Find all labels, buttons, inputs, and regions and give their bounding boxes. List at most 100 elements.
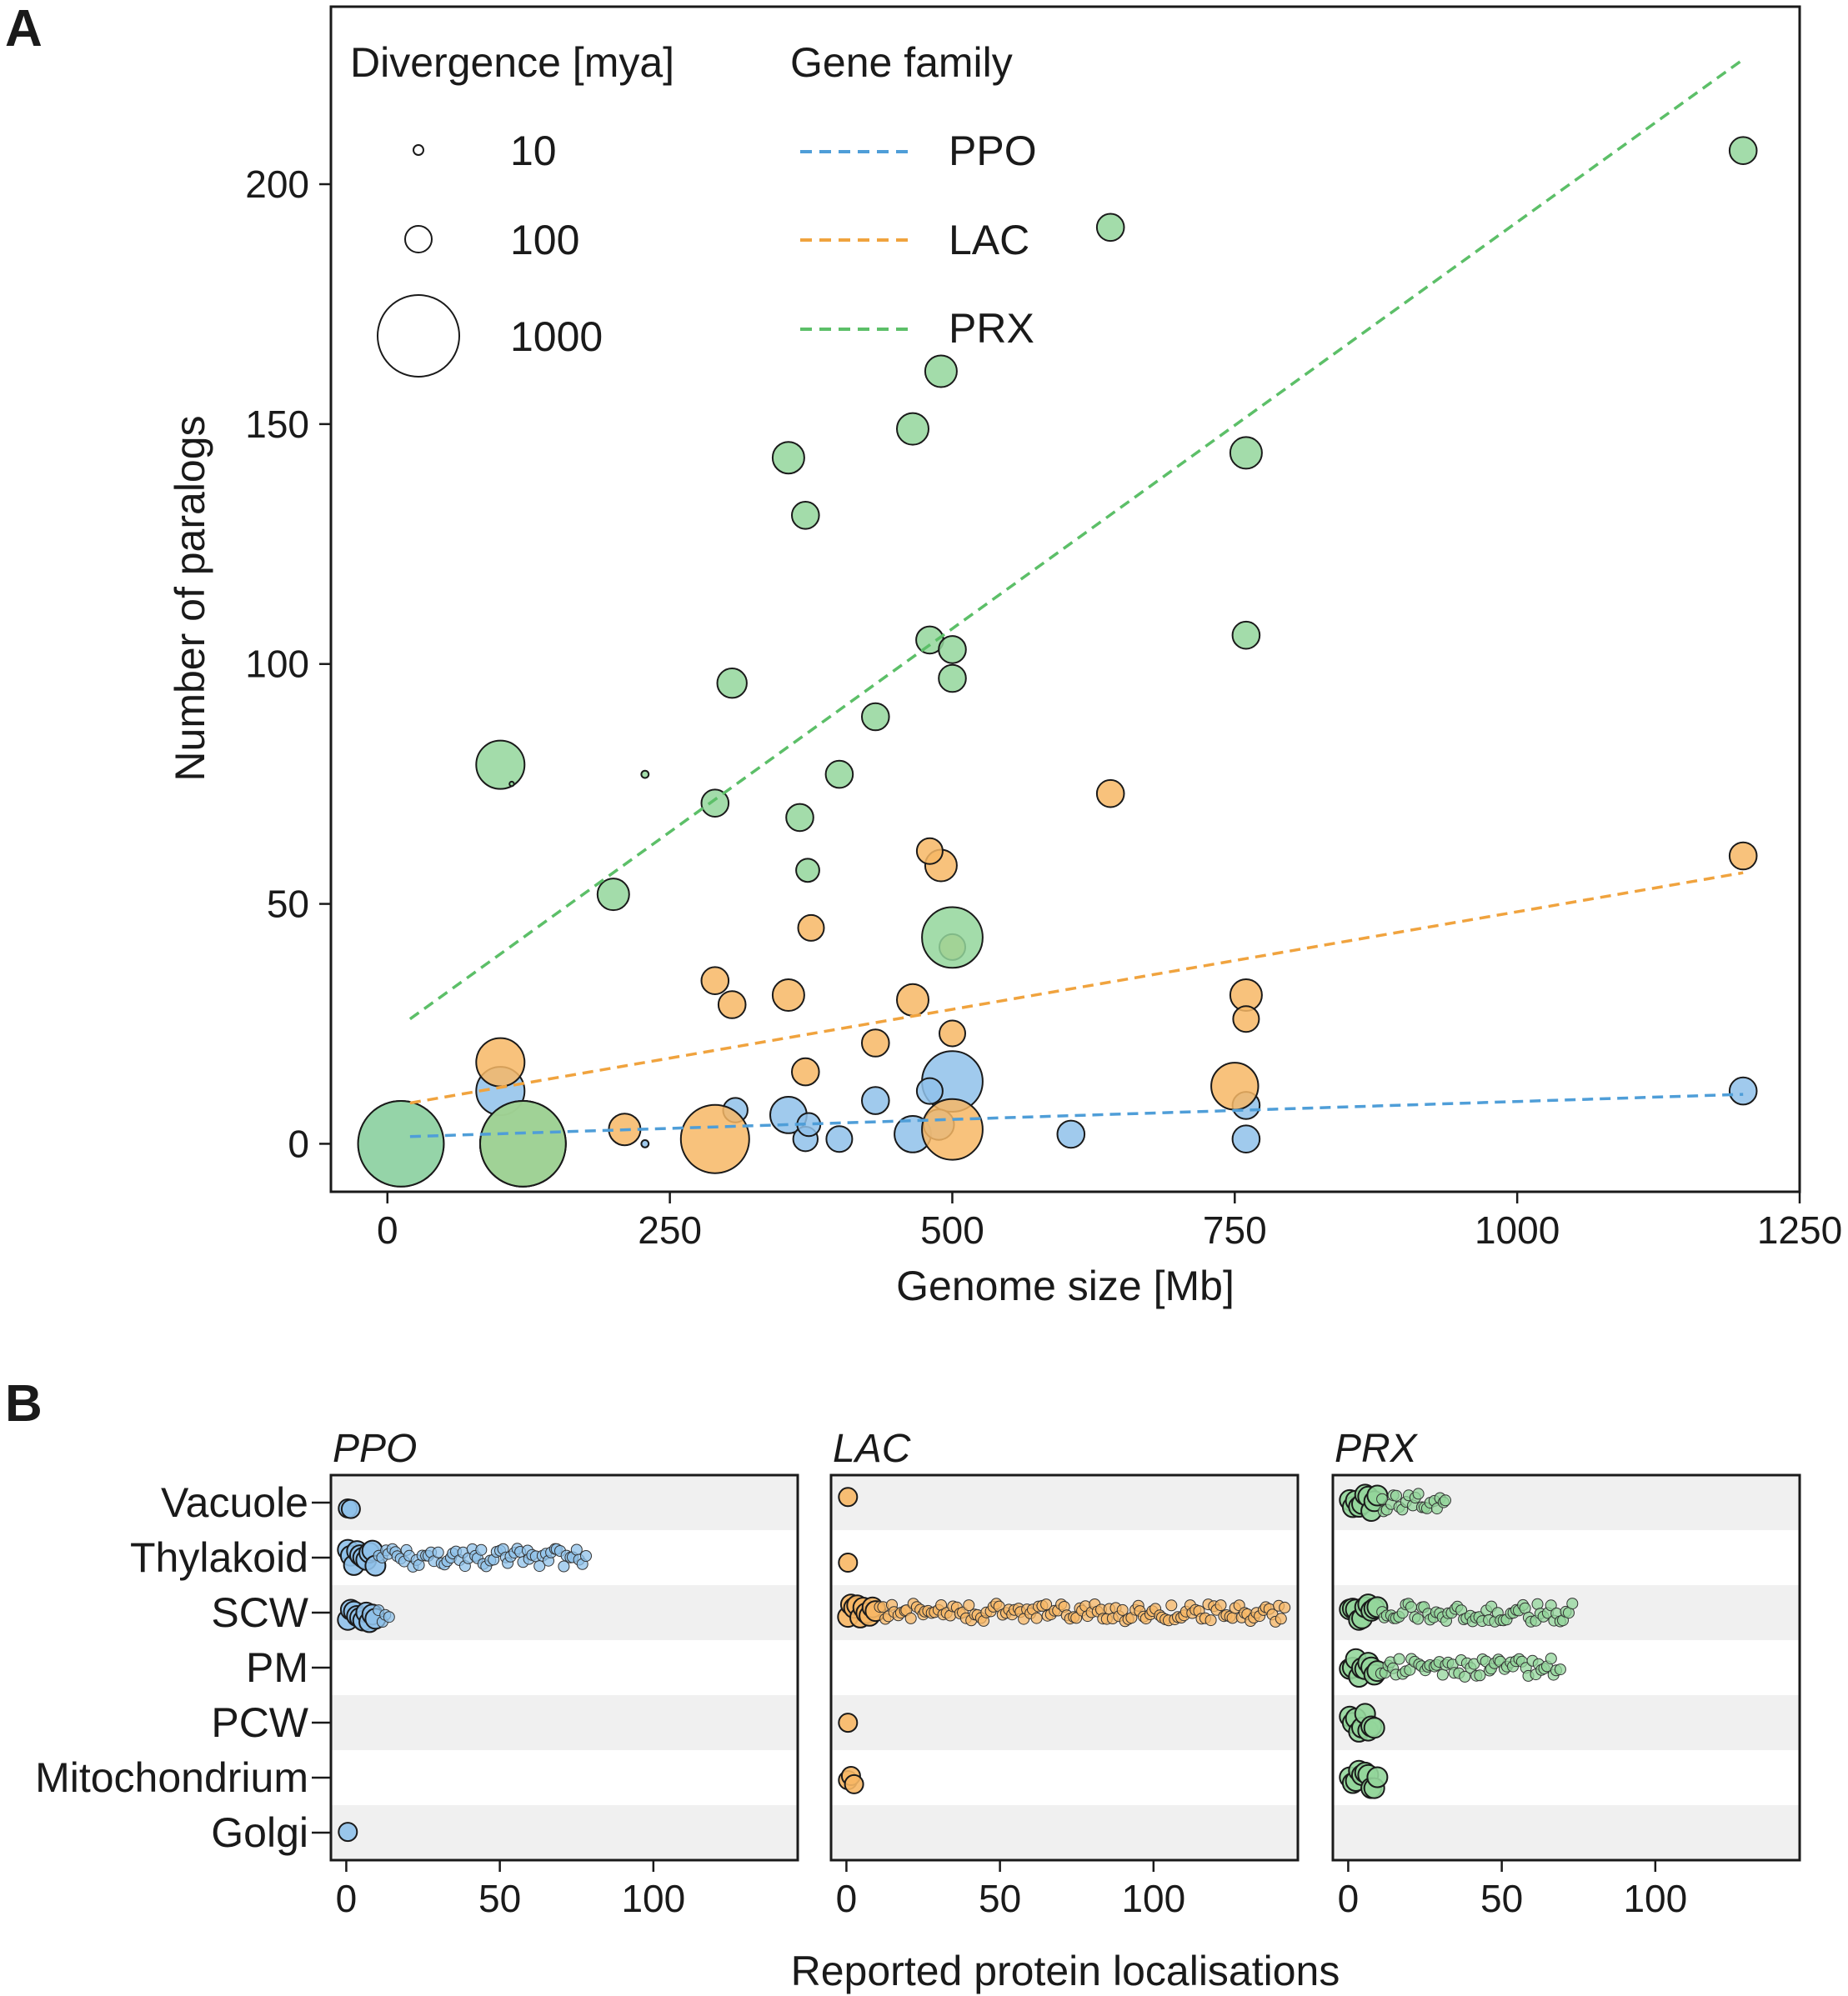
facet-lac: LAC 0 50 100 [829,1427,1300,1920]
prx-point [795,858,820,883]
lac-point [896,983,929,1017]
category-label: PM [246,1644,308,1691]
facet-title: PPO [333,1427,417,1471]
x-tick-label: 1250 [1757,1208,1842,1252]
prx-point [1728,136,1758,165]
x-axis-ticks: 0 250 500 750 1000 1250 [377,1192,1842,1252]
ppo-point [825,1125,854,1153]
x-tick-label: 250 [638,1208,702,1252]
lac-point [1095,778,1125,808]
prx-point [785,803,814,833]
category-label: SCW [211,1589,308,1636]
prx-trend-line [408,58,1745,1021]
localisation-point [844,1773,864,1794]
facet-x-tick-label: 100 [1121,1877,1185,1920]
panel-a-scatter: 0 250 500 750 1000 1250 0 50 100 150 200 Genome s… [167,5,1842,1309]
localisation-point [1275,1613,1287,1625]
lac-point [1728,841,1758,871]
row-stripe [1333,1695,1800,1750]
category-label: Thylakoid [130,1534,308,1581]
row-stripe [331,1585,798,1640]
localisation-point [838,1553,859,1573]
localisation-point [1545,1599,1557,1612]
size-legend-title: Divergence [mya] [350,39,674,86]
x-tick-label: 750 [1203,1208,1267,1252]
localisation-point [1436,1668,1449,1681]
prx-point [824,759,854,789]
x-tick-label: 500 [920,1208,984,1252]
prx-point [479,1100,567,1188]
prx-point [791,501,820,530]
localisation-point [1040,1598,1053,1611]
facet-title: LAC [833,1427,911,1471]
category-label: Vacuole [161,1479,308,1526]
lac-point [679,1103,750,1174]
localisation-point [580,1550,592,1562]
localisation-point [1566,1598,1579,1610]
facet-x-tick-label: 50 [1480,1877,1523,1920]
localisation-point [1366,1766,1389,1788]
legend-label-prx: PRX [949,305,1034,352]
prx-point [1229,436,1263,470]
localisation-point [1376,1493,1389,1505]
localisation-point [558,1560,570,1573]
localisation-point [1474,1669,1486,1682]
localisation-point [338,1822,358,1843]
plot-frame [329,5,1801,1193]
localisation-point [1279,1601,1291,1613]
localisation-point [1204,1614,1217,1627]
facet-x-tick-label: 50 [979,1877,1021,1920]
panel-b-localisations: Vacuole Thylakoid SCW PM PCW Mitochondrium Gol… [35,1427,1801,1994]
prx-point [640,769,650,779]
size-legend-label-100: 100 [510,217,579,263]
lac-point [791,1057,820,1087]
localisation-point [383,1611,395,1623]
size-legend-circle-10 [413,144,424,156]
y-axis-title: Number of paralogs [167,415,213,781]
prx-point [357,1100,445,1188]
facet-x-tick-label: 0 [1338,1877,1360,1920]
row-stripe [1333,1805,1800,1860]
localisation-point [1363,1717,1385,1739]
row-stripe [331,1695,798,1750]
facet-frame [1331,1473,1801,1862]
gene-family-legend: Gene family PPO LAC PRX [790,39,1037,352]
ppo-point [1231,1124,1261,1153]
prx-point [1231,620,1261,650]
facet-frame [329,1473,799,1862]
y-axis-ticks: 0 50 100 150 200 [245,163,331,1165]
localisation-point [1116,1603,1129,1616]
lac-point [797,913,825,942]
localisation-point [1459,1670,1471,1683]
y-tick-label: 0 [288,1122,309,1165]
panel-b-x-axis-title: Reported protein localisations [791,1948,1340,1994]
lac-point [861,1028,890,1058]
x-tick-label: 0 [377,1208,398,1252]
prx-point [771,441,805,475]
localisation-point [1393,1653,1405,1665]
x-axis-title: Genome size [Mb] [896,1263,1235,1309]
prx-point [1095,213,1125,243]
facet-x-tick-label: 0 [336,1877,358,1920]
panel-a-letter: A [5,0,43,58]
prx-point [938,635,967,664]
row-stripe [831,1475,1298,1530]
facet-x-tick-label: 0 [836,1877,858,1920]
lac-trend-line [409,871,1744,1105]
row-stripe [831,1805,1298,1860]
prx-point [924,354,958,388]
category-labels: Vacuole Thylakoid SCW PM PCW Mitochondrium Gol… [35,1479,331,1856]
ppo-point [915,1077,944,1105]
prx-point [896,412,929,446]
lac-point [1210,1062,1260,1111]
localisation-point [570,1543,583,1556]
y-tick-label: 100 [245,643,309,686]
lac-point [700,966,730,995]
localisation-point [1390,1489,1402,1502]
y-tick-label: 200 [245,163,309,206]
localisation-point [1412,1488,1425,1500]
localisation-point [1030,1612,1043,1624]
facet-frame [829,1473,1300,1862]
row-stripe [831,1695,1298,1750]
